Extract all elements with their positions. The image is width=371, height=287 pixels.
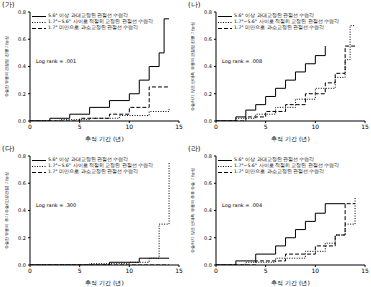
html-text:Log rank = .001: Log rank = .001 bbox=[36, 58, 77, 64]
svg-text:0.6: 0.6 bbox=[18, 36, 26, 42]
svg-text:0.2: 0.2 bbox=[204, 235, 212, 241]
svg-text:0: 0 bbox=[214, 267, 218, 274]
svg-text:0.8: 0.8 bbox=[204, 9, 212, 15]
svg-text:5: 5 bbox=[264, 123, 268, 130]
svg-text:15: 15 bbox=[361, 123, 363, 130]
svg-text:15: 15 bbox=[361, 267, 363, 274]
svg-text:15: 15 bbox=[175, 123, 183, 130]
svg-text:0.4: 0.4 bbox=[18, 63, 26, 69]
svg-text:5: 5 bbox=[78, 123, 82, 130]
svg-text:0.8: 0.8 bbox=[204, 153, 212, 159]
html-text:1.7°~5.6° 사이로 적절히 교정된 관절선 수렴각: 1.7°~5.6° 사이로 적절히 교정된 관절선 수렴각 bbox=[48, 163, 154, 168]
svg-text:0: 0 bbox=[28, 267, 32, 274]
svg-text:0.8: 0.8 bbox=[18, 9, 26, 15]
svg-text:추적 기간 (년): 추적 기간 (년) bbox=[271, 279, 310, 286]
svg-text:15: 15 bbox=[175, 267, 183, 274]
html-text:5.6° 이상 과대교정된 관절선 수렴각: 5.6° 이상 과대교정된 관절선 수렴각 bbox=[48, 157, 129, 162]
html-text:(가): (가) bbox=[2, 1, 15, 9]
svg-text:추적 기간 (년): 추적 기간 (년) bbox=[85, 279, 124, 286]
svg-text:0.6: 0.6 bbox=[204, 180, 212, 186]
svg-text:수술한 무릎의 관절염 진행 가능성: 수술한 무릎의 관절염 진행 가능성 bbox=[8, 36, 9, 97]
svg-text:5: 5 bbox=[78, 267, 82, 274]
svg-text:0.2: 0.2 bbox=[204, 91, 212, 97]
svg-text:0.0: 0.0 bbox=[18, 262, 26, 268]
svg-text:0.0: 0.0 bbox=[204, 262, 212, 268]
html-text:5.6° 이상 과대교정된 관절선 수렴각: 5.6° 이상 과대교정된 관절선 수렴각 bbox=[234, 157, 315, 162]
svg-text:0.6: 0.6 bbox=[18, 180, 26, 186]
html-text:Log rank = .008: Log rank = .008 bbox=[222, 58, 263, 64]
svg-text:5: 5 bbox=[264, 267, 268, 274]
svg-text:0.8: 0.8 bbox=[18, 153, 26, 159]
svg-text:0: 0 bbox=[214, 123, 218, 130]
svg-text:10: 10 bbox=[312, 267, 320, 274]
svg-text:0.4: 0.4 bbox=[204, 207, 212, 213]
svg-text:10: 10 bbox=[126, 123, 134, 130]
svg-text:0.4: 0.4 bbox=[18, 207, 26, 213]
svg-text:수술한 무릎의 추가 수술(인공관절) 가능성: 수술한 무릎의 추가 수술(인공관절) 가능성 bbox=[8, 172, 9, 249]
svg-text:0.2: 0.2 bbox=[18, 235, 26, 241]
svg-text:수술하지 않은 반대측 무릎의 관절염 진행 가능성: 수술하지 않은 반대측 무릎의 관절염 진행 가능성 bbox=[190, 22, 195, 110]
html-text:(라): (라) bbox=[188, 145, 201, 153]
svg-text:추적 기간 (년): 추적 기간 (년) bbox=[85, 135, 124, 142]
svg-text:추적 기간 (년): 추적 기간 (년) bbox=[271, 135, 310, 142]
svg-text:10: 10 bbox=[126, 267, 134, 274]
html-text:(나): (나) bbox=[188, 1, 201, 9]
html-text:5.6° 이상 과대교정된 관절선 수렴각: 5.6° 이상 과대교정된 관절선 수렴각 bbox=[234, 13, 315, 18]
html-text:1.7°~5.6° 사이로 적절히 교정된 관절선 수렴각: 1.7°~5.6° 사이로 적절히 교정된 관절선 수렴각 bbox=[234, 19, 340, 24]
svg-text:10: 10 bbox=[312, 123, 320, 130]
html-text:5.6° 이상 과대교정된 관절선 수렴각: 5.6° 이상 과대교정된 관절선 수렴각 bbox=[48, 13, 129, 18]
svg-text:0.6: 0.6 bbox=[204, 36, 212, 42]
svg-text:0: 0 bbox=[28, 123, 32, 130]
svg-text:0.0: 0.0 bbox=[18, 118, 26, 124]
svg-text:수술하지 않은 반대측 무릎의 추후 수술 가능성: 수술하지 않은 반대측 무릎의 추후 수술 가능성 bbox=[190, 168, 195, 252]
svg-text:0.0: 0.0 bbox=[204, 118, 212, 124]
html-text:Log rank = .004: Log rank = .004 bbox=[222, 202, 263, 208]
html-text:1.7°~5.6° 사이로 적절히 교정된 관절선 수렴각: 1.7°~5.6° 사이로 적절히 교정된 관절선 수렴각 bbox=[234, 163, 340, 168]
html-text:1.7° 미만으로 과소교정된 관절선 수렴각: 1.7° 미만으로 과소교정된 관절선 수렴각 bbox=[48, 169, 139, 174]
html-text:1.7° 미만으로 과소교정된 관절선 수렴각: 1.7° 미만으로 과소교정된 관절선 수렴각 bbox=[234, 25, 325, 30]
svg-text:0.2: 0.2 bbox=[18, 91, 26, 97]
svg-text:0.4: 0.4 bbox=[204, 63, 212, 69]
html-text:1.7° 미만으로 과소교정된 관절선 수렴각: 1.7° 미만으로 과소교정된 관절선 수렴각 bbox=[234, 169, 325, 174]
html-text:1.7° 미만으로 과소교정된 관절선 수렴각: 1.7° 미만으로 과소교정된 관절선 수렴각 bbox=[48, 25, 139, 30]
html-text:(다): (다) bbox=[2, 145, 15, 153]
html-text:Log rank = .300: Log rank = .300 bbox=[36, 202, 77, 208]
html-text:1.7°~5.6° 사이로 적절히 교정된 관절선 수렴각: 1.7°~5.6° 사이로 적절히 교정된 관절선 수렴각 bbox=[48, 19, 154, 24]
